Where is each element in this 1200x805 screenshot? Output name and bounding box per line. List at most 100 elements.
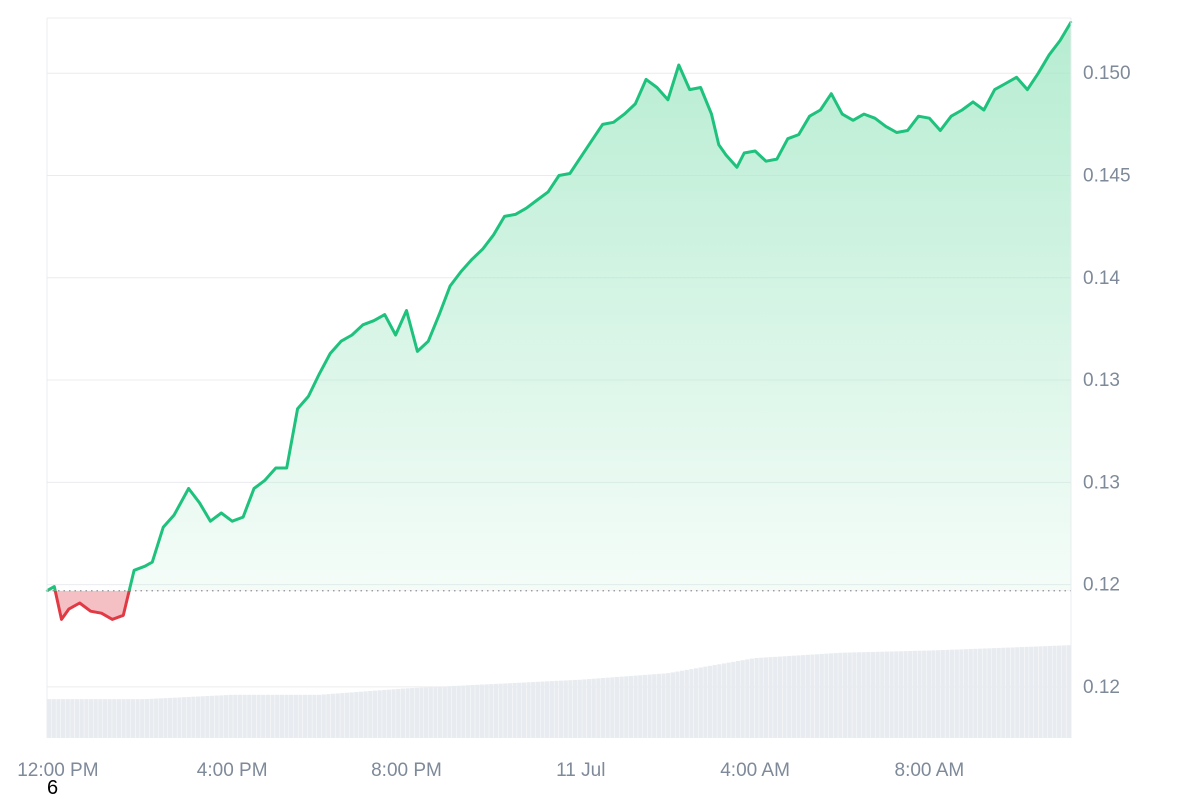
volume-bar	[605, 677, 610, 738]
volume-bar	[84, 699, 89, 738]
price-point	[710, 112, 713, 116]
price-point	[361, 323, 365, 327]
volume-bar	[507, 683, 513, 738]
y-tick-label: 0.12	[1083, 575, 1120, 596]
volume-bar	[489, 684, 494, 738]
price-point	[830, 92, 833, 95]
volume-bar	[554, 680, 559, 738]
price-point	[735, 166, 739, 169]
volume-bar	[1066, 645, 1071, 738]
volume-bar	[689, 669, 694, 738]
volume-bar	[749, 658, 755, 738]
volume-bar	[1015, 647, 1020, 738]
y-axis: 0.150 0.145 0.14 0.13 0.13 0.12 0.12	[1083, 63, 1131, 698]
volume-bar	[424, 687, 429, 738]
price-point	[1004, 82, 1007, 85]
price-point	[808, 114, 811, 118]
volume-bar	[289, 694, 294, 738]
volume-bar	[326, 694, 331, 738]
price-point	[939, 129, 942, 132]
volume-bar	[405, 688, 410, 738]
volume-bar	[498, 683, 503, 738]
volume-bar	[154, 698, 159, 738]
volume-bar	[168, 697, 173, 738]
price-point	[503, 215, 506, 218]
price-point	[688, 88, 691, 91]
volume-bar	[782, 656, 787, 738]
price-point	[350, 333, 354, 337]
volume-bar	[414, 687, 419, 738]
volume-bar	[396, 688, 401, 738]
price-point	[1037, 72, 1040, 75]
y-tick-label: 0.12	[1083, 677, 1120, 698]
volume-bar	[70, 699, 75, 738]
volume-bar	[833, 653, 838, 738]
price-point	[1026, 88, 1029, 91]
corner-label: 6	[47, 777, 59, 799]
volume-bar	[731, 661, 736, 738]
price-point	[917, 114, 920, 118]
volume-bar	[759, 657, 764, 738]
volume-bar	[866, 652, 871, 738]
volume-bar	[540, 681, 545, 738]
volume-bar	[870, 651, 876, 738]
volume-bar	[377, 690, 382, 738]
volume-bar	[856, 652, 862, 738]
volume-bar	[275, 694, 280, 738]
volume-bar	[186, 696, 191, 738]
volume-bar	[936, 650, 941, 738]
price-point	[209, 519, 212, 523]
volume-bar	[577, 679, 582, 738]
volume-bar	[824, 653, 829, 738]
price-point	[263, 479, 267, 482]
price-point	[819, 108, 822, 112]
volume-bar	[521, 682, 527, 738]
price-point	[971, 100, 975, 104]
volume-bar	[116, 699, 122, 738]
volume-bar	[693, 668, 699, 738]
volume-bar	[963, 649, 969, 738]
price-point	[993, 88, 996, 91]
volume-bar	[1047, 645, 1052, 738]
volume-bar	[517, 682, 522, 738]
volume-bar	[745, 659, 750, 738]
volume-bar	[344, 692, 350, 738]
volume-bar	[493, 683, 499, 738]
price-point	[655, 86, 659, 89]
volume-bar	[740, 660, 745, 738]
volume-bar	[214, 695, 219, 738]
volume-bar	[838, 652, 843, 738]
volume-bar	[819, 653, 824, 738]
volume-bar	[484, 684, 489, 738]
price-point	[122, 614, 125, 617]
price-point	[724, 153, 728, 157]
volume-bar	[237, 694, 243, 738]
volume-bar	[847, 652, 852, 738]
volume-bar	[949, 649, 955, 738]
volume-bar	[219, 695, 224, 738]
price-point	[841, 112, 844, 116]
volume-bar	[801, 655, 806, 738]
volume-bar	[270, 694, 275, 738]
volume-bar	[382, 689, 387, 738]
price-point	[514, 213, 517, 216]
price-point	[884, 125, 888, 128]
volume-bar	[261, 694, 266, 738]
volume-bar	[135, 699, 140, 738]
volume-bar	[973, 648, 978, 738]
volume-bar	[349, 692, 354, 738]
volume-bar	[996, 647, 1001, 738]
volume-bar	[98, 699, 103, 738]
volume-bar	[884, 651, 890, 738]
volume-bar	[680, 670, 685, 738]
volume-bar	[1061, 645, 1066, 738]
volume-bar	[312, 694, 317, 738]
volume-bar	[726, 662, 731, 738]
volume-bar	[805, 654, 810, 738]
volume-bar	[717, 664, 722, 738]
volume-bar	[922, 650, 927, 738]
price-point	[546, 190, 550, 194]
volume-bar	[596, 678, 601, 738]
volume-bar	[912, 650, 917, 738]
